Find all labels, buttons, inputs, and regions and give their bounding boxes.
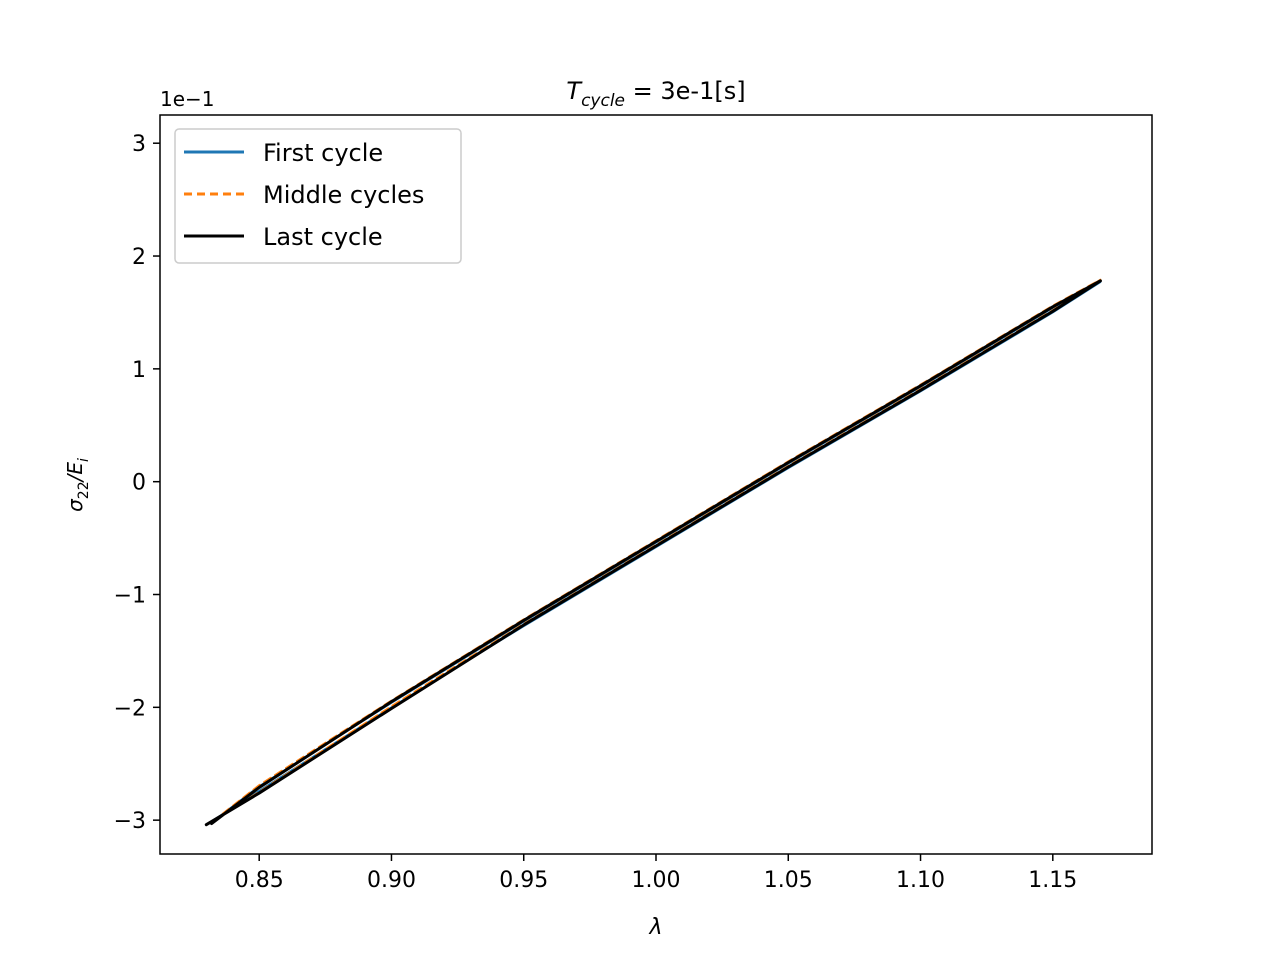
y-tick-label: −1 [114, 584, 146, 609]
y-offset-text: 1e−1 [160, 87, 215, 111]
y-tick-label: 1 [132, 358, 146, 383]
y-tick-label: 2 [132, 245, 146, 270]
y-axis-label: σ22/Ei [63, 458, 92, 512]
x-axis-label: λ [648, 915, 662, 940]
series-layer [204, 278, 1102, 827]
x-tick-label: 0.85 [235, 868, 284, 893]
legend-label-last-cycle: Last cycle [263, 223, 383, 251]
series-line-last-cycle [204, 279, 1102, 827]
y-tick-label: 0 [132, 471, 146, 496]
x-tick-label: 1.15 [1028, 868, 1077, 893]
x-axis-ticks: 0.85 0.90 0.95 1.00 1.05 1.10 1.15 [235, 854, 1077, 893]
legend: First cycle Middle cycles Last cycle [174, 128, 462, 264]
x-tick-label: 1.00 [632, 868, 681, 893]
x-tick-label: 0.95 [499, 868, 548, 893]
x-tick-label: 1.05 [764, 868, 813, 893]
legend-label-middle-cycles: Middle cycles [263, 181, 424, 209]
legend-label-first-cycle: First cycle [263, 139, 383, 167]
y-axis-ticks: 3 2 1 0 −1 −2 −3 [114, 132, 160, 834]
y-tick-label: 3 [132, 132, 146, 157]
legend-box [174, 128, 462, 264]
x-tick-label: 0.90 [367, 868, 416, 893]
x-tick-label: 1.10 [896, 868, 945, 893]
y-tick-label: −3 [114, 809, 146, 834]
plot-area-frame [159, 114, 1153, 855]
y-tick-label: −2 [114, 696, 146, 721]
chart-title: Tcycle = 3e-1[s] [566, 77, 745, 111]
